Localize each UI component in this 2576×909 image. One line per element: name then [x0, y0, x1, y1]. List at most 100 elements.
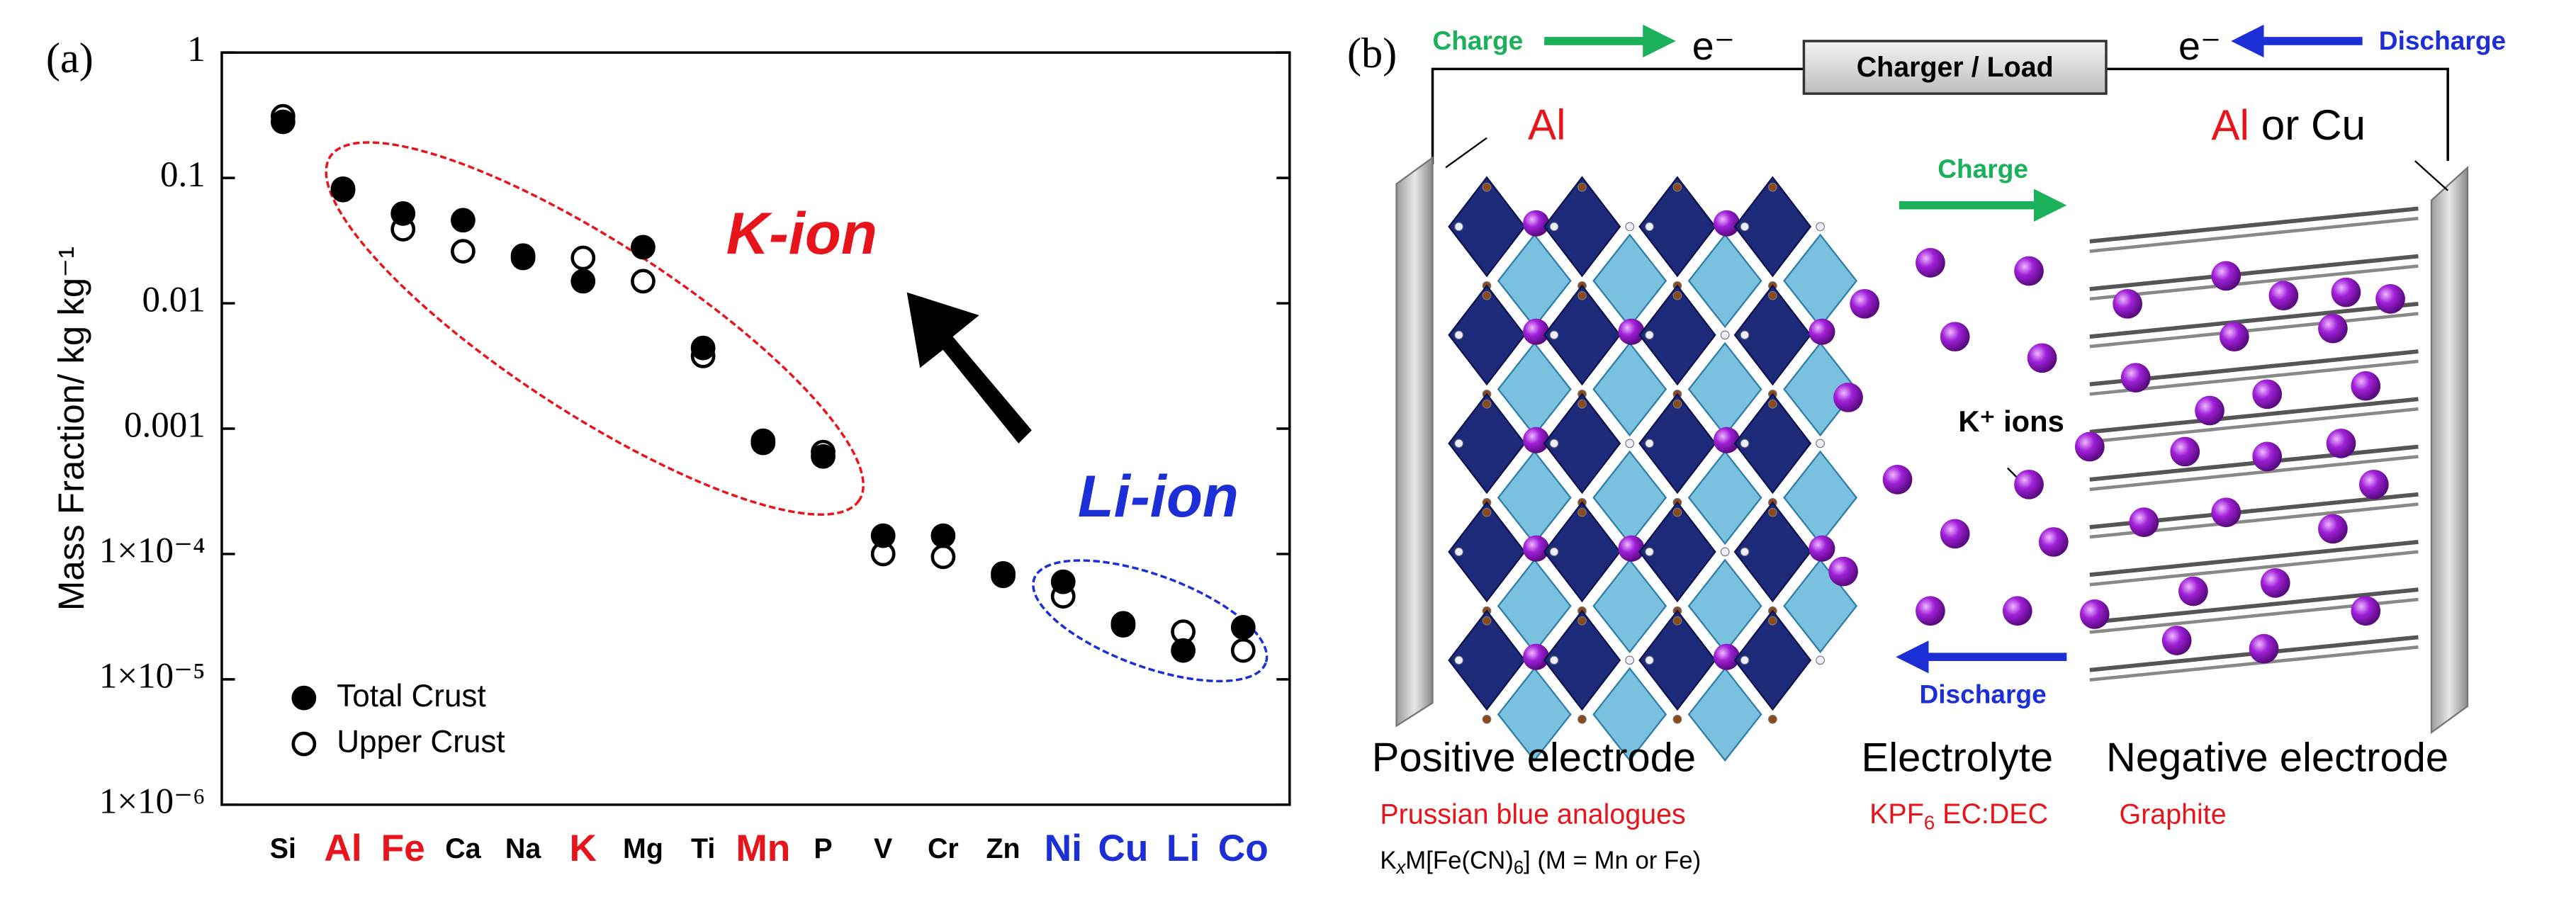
atom — [1768, 290, 1777, 300]
atom — [1549, 222, 1559, 232]
k-ion — [2014, 256, 2044, 286]
k-ion — [2074, 431, 2105, 462]
octahedron — [1448, 609, 1526, 711]
discharge-label: Discharge — [1919, 679, 2046, 709]
collector-label: Al or Cu — [2211, 101, 2366, 149]
atom — [1645, 222, 1654, 232]
ions-label: K⁺ ions — [1958, 405, 2064, 438]
collector-label-part: Al — [2211, 101, 2249, 149]
annotation: Li-ion — [1078, 463, 1239, 529]
discharge-label: Discharge — [2379, 26, 2506, 55]
data-point — [570, 269, 596, 294]
electron-label: e⁻ — [1692, 24, 1735, 68]
graphite-layer — [2089, 264, 2419, 301]
octahedron — [1638, 284, 1716, 386]
atom — [1577, 616, 1587, 626]
load-label: Charger / Load — [1857, 52, 2054, 83]
y-tick-label: 0.1 — [160, 155, 206, 195]
legend-label: Total Crust — [337, 679, 485, 713]
k-ion — [2358, 469, 2389, 499]
formula-label: KxM[Fe(CN)6] (M = Mn or Fe) — [1380, 847, 1701, 878]
data-point — [811, 444, 836, 469]
k-ion — [2252, 379, 2283, 410]
octahedron — [1638, 609, 1716, 711]
graphite-layer — [2089, 312, 2419, 349]
k-ion — [1916, 596, 1945, 626]
atom — [1454, 547, 1463, 557]
k-ion — [1523, 427, 1550, 453]
atom — [1645, 547, 1654, 557]
x-tick-label: Co — [1218, 828, 1269, 869]
material-part: 6 — [1924, 812, 1935, 834]
octahedron — [1687, 667, 1762, 762]
octahedron — [1497, 341, 1572, 437]
atom — [1672, 616, 1682, 626]
data-point — [1110, 613, 1136, 638]
octahedron — [1638, 393, 1716, 495]
atom — [1740, 330, 1750, 340]
atom — [1720, 330, 1730, 340]
atom — [1768, 616, 1777, 626]
atom — [1454, 222, 1463, 232]
data-point — [451, 208, 476, 233]
k-ion — [2038, 527, 2069, 557]
octahedron — [1687, 233, 1762, 329]
formula-part: K — [1380, 847, 1396, 874]
atom — [1549, 439, 1559, 448]
chart-a: 1×10⁻⁶ 1×10⁻⁵ 1×10⁻⁴ 0.001 0.01 0.1 1 Si Al Fe Ca N… — [99, 30, 1290, 869]
data-point — [570, 245, 596, 271]
octahedron — [1733, 176, 1812, 278]
y-tick-label: 1×10⁻⁶ — [99, 782, 206, 822]
panel-label: (a) — [46, 35, 94, 82]
atom — [1577, 182, 1587, 192]
k-ion — [1618, 318, 1645, 345]
graphite-layer — [2089, 455, 2419, 492]
octahedron — [1592, 341, 1667, 437]
atom — [1768, 507, 1777, 517]
data-point — [451, 239, 476, 264]
atom — [1454, 655, 1463, 665]
electrode-title: Positive electrode — [1372, 735, 1696, 781]
k-ion — [1828, 556, 1858, 587]
data-point — [270, 109, 296, 135]
k-ion — [2219, 322, 2249, 352]
data-point — [1230, 638, 1256, 663]
k-ion — [1523, 535, 1550, 562]
octahedron — [1638, 501, 1716, 603]
circuit — [1395, 24, 2469, 735]
graphite-layer — [2089, 301, 2419, 339]
wire — [2105, 67, 2449, 162]
leader-line — [1445, 137, 1487, 169]
atom — [1720, 547, 1730, 557]
graphite-layer — [2089, 407, 2419, 444]
material-label: KPF6 EC:DEC — [1869, 798, 2048, 834]
atom — [1482, 399, 1492, 409]
x-tick-label: Ca — [445, 833, 481, 864]
k-ion — [1713, 427, 1740, 453]
material-part: KPF — [1869, 798, 1924, 830]
atom — [1482, 507, 1492, 517]
k-ion — [2268, 281, 2299, 311]
k-ion — [1850, 288, 1880, 319]
atom — [1672, 290, 1682, 300]
octahedron — [1687, 341, 1762, 437]
charge-label: Charge — [1937, 154, 2028, 184]
atom — [1482, 290, 1492, 300]
octahedron — [1733, 501, 1812, 603]
atom — [1577, 714, 1587, 724]
y-tick-label: 0.001 — [124, 406, 206, 446]
octahedron — [1448, 176, 1526, 278]
atom — [1768, 182, 1777, 192]
k-ion — [2014, 469, 2044, 499]
atom — [1482, 616, 1492, 626]
x-tick-label: Na — [505, 833, 541, 864]
atom — [1768, 714, 1777, 724]
formula-part: M[Fe(CN) — [1405, 847, 1514, 874]
atom — [1577, 507, 1587, 517]
k-ion — [1618, 535, 1645, 562]
material-part: EC:DEC — [1935, 798, 2048, 830]
li-ion-ellipse — [1032, 559, 1269, 683]
octahedron — [1448, 393, 1526, 495]
x-tick-label: Ni — [1045, 828, 1082, 869]
